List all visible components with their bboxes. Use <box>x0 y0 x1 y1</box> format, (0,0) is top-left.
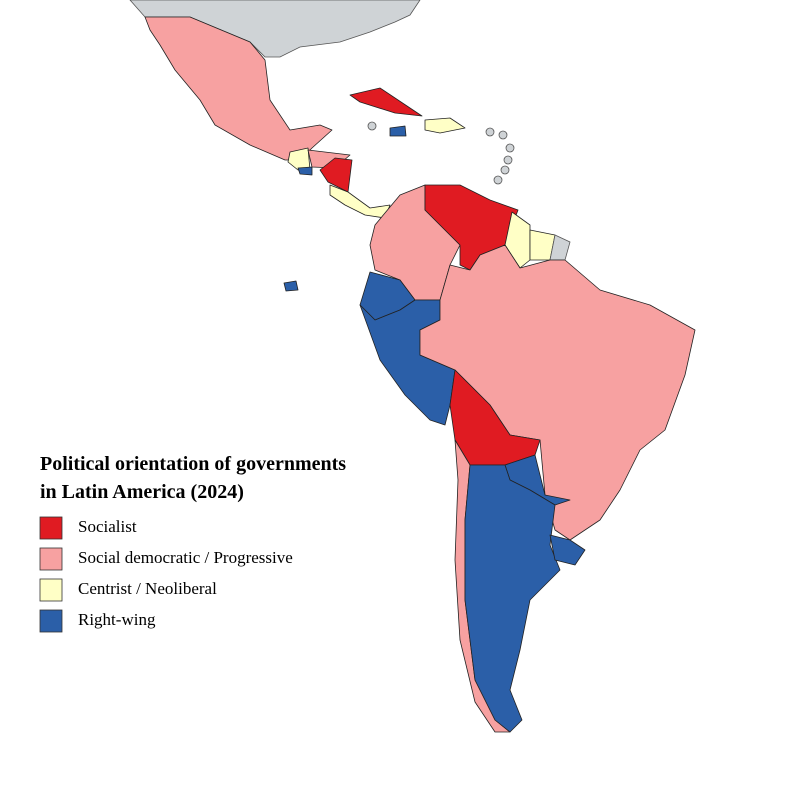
el-salvador <box>297 166 313 176</box>
island <box>500 165 510 175</box>
caribbean-islands <box>367 121 515 185</box>
dominican-republic <box>424 117 466 134</box>
legend-swatch <box>39 547 63 571</box>
legend-label: Social democratic / Progressive <box>78 548 293 567</box>
title-line: Political orientation of governments <box>40 453 346 475</box>
island <box>505 143 515 153</box>
map-shapes <box>129 0 696 733</box>
island <box>503 155 513 165</box>
nicaragua <box>319 157 353 193</box>
legend-swatch <box>39 609 63 633</box>
galapagos <box>283 280 299 292</box>
legend: Socialist Social democratic / Progressive… <box>39 516 293 633</box>
island <box>493 175 503 185</box>
legend-label: Centrist / Neoliberal <box>78 579 217 598</box>
island <box>485 127 495 137</box>
island <box>498 130 508 140</box>
cuba <box>349 87 423 117</box>
costa-rica-panama <box>329 184 391 219</box>
uruguay <box>549 534 586 566</box>
island <box>367 121 377 131</box>
haiti <box>389 125 407 137</box>
legend-swatch <box>39 516 63 540</box>
legend-label: Right-wing <box>78 610 156 629</box>
legend-swatch <box>39 578 63 602</box>
argentina <box>464 464 561 733</box>
legend-label: Socialist <box>78 517 137 536</box>
title-line: in Latin America (2024) <box>40 481 244 503</box>
